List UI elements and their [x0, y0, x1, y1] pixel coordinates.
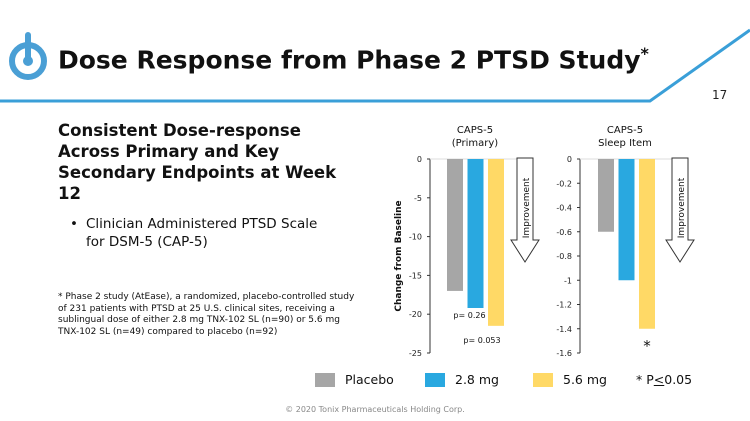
copyright: © 2020 Tonix Pharmaceuticals Holding Cor… — [285, 405, 465, 414]
bar-placebo — [447, 159, 463, 291]
y-tick-label: -5 — [414, 194, 422, 203]
y-tick-label: -1.2 — [556, 301, 572, 310]
y-tick-label: -15 — [409, 271, 422, 280]
y-tick-label: -0.8 — [556, 252, 572, 261]
sig-symbol: < — [653, 372, 665, 387]
arrow-label: Improvement — [677, 177, 687, 238]
y-tick-label: -1 — [564, 276, 572, 285]
p-value-label: p= 0.26 — [453, 311, 485, 320]
chart-title: CAPS-5 — [457, 125, 493, 136]
title-text: Dose Response from Phase 2 PTSD Study — [58, 45, 641, 75]
logo-power-icon — [9, 32, 47, 80]
chart-title: Sleep Item — [598, 138, 652, 149]
page-number: 17 — [712, 88, 728, 102]
y-tick-label: 0 — [567, 155, 572, 164]
legend-swatch — [533, 372, 553, 387]
legend-label: 2.8 mg — [455, 372, 499, 387]
y-axis-label: Change from Baseline — [394, 200, 404, 311]
y-tick-label: 0 — [417, 155, 422, 164]
improvement-arrow-icon — [665, 157, 695, 263]
bar-2-8-mg — [467, 159, 484, 308]
y-tick-label: -0.2 — [556, 179, 572, 188]
y-tick-label: -20 — [409, 310, 422, 319]
title-footnote-marker: * — [640, 44, 649, 63]
bar-2-8-mg — [618, 159, 635, 281]
arrow-label: Improvement — [522, 177, 532, 238]
sig-value: 0.05 — [664, 372, 693, 387]
bar-placebo — [598, 159, 614, 232]
legend-placebo: Placebo — [315, 372, 394, 387]
improvement-arrow-icon — [510, 157, 540, 263]
study-footnote: * Phase 2 study (AtEase), a randomized, … — [58, 292, 355, 337]
significance-marker: * — [643, 337, 651, 355]
bar-5-6-mg — [488, 159, 504, 326]
section-heading: Consistent Dose-response Across Primary … — [58, 121, 337, 203]
legend-swatch — [315, 372, 335, 387]
legend-label: Placebo — [345, 372, 394, 387]
chart-title: CAPS-5 — [607, 125, 643, 136]
p-value-label: p= 0.053 — [463, 336, 500, 345]
chart-title: (Primary) — [452, 138, 499, 149]
y-tick-label: -1.6 — [556, 349, 572, 358]
page-title: Dose Response from Phase 2 PTSD Study* — [58, 44, 649, 74]
sig-prefix: * P — [636, 372, 654, 387]
bullet-marker: • — [70, 216, 78, 232]
bullet-text: Clinician Administered PTSD Scale for DS… — [86, 216, 318, 250]
y-tick-label: -0.4 — [556, 204, 572, 213]
y-tick-label: -25 — [409, 349, 422, 358]
y-tick-label: -1.4 — [556, 325, 572, 334]
y-tick-label: -10 — [409, 233, 422, 242]
header-rule — [0, 28, 750, 103]
bar-5-6-mg — [639, 159, 655, 329]
legend-significance: * P <0.05 — [636, 372, 692, 387]
legend-2-8mg: 2.8 mg — [425, 372, 499, 387]
legend-label: 5.6 mg — [563, 372, 607, 387]
y-tick-label: -0.6 — [556, 228, 572, 237]
bullet-item: • Clinician Administered PTSD Scale for D… — [70, 215, 326, 251]
legend-swatch — [425, 372, 445, 387]
legend-5-6mg: 5.6 mg — [533, 372, 607, 387]
